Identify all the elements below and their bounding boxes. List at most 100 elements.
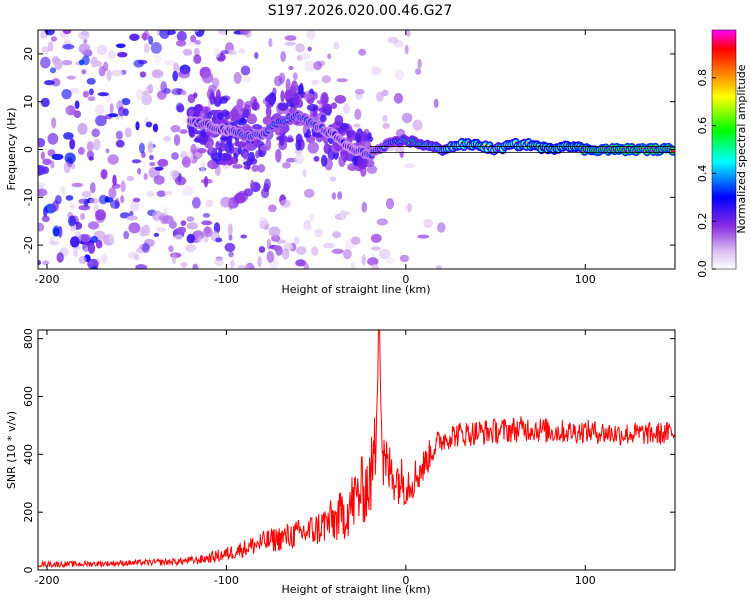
spectrogram-cell-149 xyxy=(186,216,195,222)
spectrogram-cell-312 xyxy=(41,46,50,54)
spectrogram-cell-244 xyxy=(224,197,230,207)
spectrogram-cell-364 xyxy=(78,59,85,66)
spectrogram-cell-284 xyxy=(63,132,74,140)
spectrogram-cell-83 xyxy=(154,54,161,64)
snr-ytick-label: 600 xyxy=(22,386,35,407)
spectrogram-cell-406 xyxy=(268,226,281,237)
spectrogram-cell-482 xyxy=(96,44,108,56)
spectrogram-cell-405 xyxy=(78,31,90,40)
spectrogram-cell-294 xyxy=(174,234,184,241)
spectrogram-cell-467 xyxy=(53,227,60,237)
spectrogram-cell-399 xyxy=(51,153,64,161)
spectrogram-cell-22 xyxy=(282,162,291,169)
spectrogram-cell-234 xyxy=(115,130,123,140)
spectrogram-cell-79 xyxy=(105,94,112,103)
spectrogram-cell-454 xyxy=(197,235,203,243)
spectrogram-ytick-label: -20 xyxy=(22,236,35,254)
spectrogram-cell-280 xyxy=(272,245,281,252)
spectrogram-cell-428 xyxy=(220,50,229,55)
spectrogram-cell-382 xyxy=(117,106,126,117)
spectrogram-cell-606 xyxy=(330,102,338,109)
spectrogram-cell-357 xyxy=(370,233,382,243)
spectrogram-cell-390 xyxy=(86,141,94,152)
spectrogram-cell-225 xyxy=(128,222,141,234)
spectrogram-cell-316 xyxy=(171,152,179,160)
spectrogram-cell-11 xyxy=(333,41,340,50)
spectrogram-cell-340 xyxy=(74,100,80,109)
spectrogram-cell-481 xyxy=(423,218,434,228)
spectrogram-cell-586 xyxy=(285,78,291,93)
spectrogram-cell-388 xyxy=(137,59,148,65)
spectrogram-cell-314 xyxy=(342,103,350,114)
spectrogram-cell-321 xyxy=(407,203,412,213)
spectrogram-cell-270 xyxy=(227,223,233,236)
spectrogram-cell-44 xyxy=(378,248,391,260)
spectrogram-cell-188 xyxy=(303,188,315,198)
spectrogram-cell-231 xyxy=(336,78,349,83)
spectrogram-cell-509 xyxy=(181,156,192,168)
spectrogram-cell-220 xyxy=(176,30,187,42)
spectrogram-cell-29 xyxy=(51,78,61,87)
spectrogram-cell-769 xyxy=(228,132,233,146)
spectrogram-cell-430 xyxy=(193,54,202,64)
spectrogram-cell-51 xyxy=(126,175,134,182)
spectrogram-cell-786 xyxy=(264,95,277,103)
spectrogram-cell-440 xyxy=(263,178,271,191)
spectrogram-cell-178 xyxy=(78,43,91,55)
spectrogram-cell-265 xyxy=(257,256,262,268)
spectrogram-cell-398 xyxy=(278,72,286,84)
spectrogram-cell-476 xyxy=(303,263,310,269)
spectrogram-cell-462 xyxy=(109,103,114,115)
spectrogram-ytick-label: 0 xyxy=(22,146,35,153)
spectrogram-cell-358 xyxy=(143,43,150,54)
spectrogram-cell-30 xyxy=(170,125,181,133)
spectrogram-cell-55 xyxy=(42,260,50,266)
snr-xtick-label: 0 xyxy=(402,574,409,587)
spectrogram-cell-243 xyxy=(44,80,55,86)
spectrogram-cell-324 xyxy=(147,141,154,154)
spectrogram-cell-285 xyxy=(142,32,148,41)
spectrogram-cell-525 xyxy=(154,166,164,171)
spectrogram-cell-435 xyxy=(93,60,103,67)
spectrogram-cell-290 xyxy=(295,259,307,267)
spectrogram-cell-151 xyxy=(367,257,379,266)
spectrogram-cell-417 xyxy=(181,90,187,96)
spectrogram-cell-775 xyxy=(251,164,259,172)
spectrogram-cell-31 xyxy=(376,218,388,226)
spectrogram-cell-333 xyxy=(63,161,71,174)
spectrogram-cell-385 xyxy=(91,128,100,138)
spectrogram-cell-181 xyxy=(215,237,223,243)
spectrogram-cell-643 xyxy=(295,133,303,145)
spectrogram-cell-745 xyxy=(230,156,239,165)
spectrogram-cell-264 xyxy=(193,48,200,57)
spectrogram-cell-690 xyxy=(339,122,350,131)
spectrogram-cell-562 xyxy=(265,106,272,118)
snr-ytick-label: 400 xyxy=(22,444,35,465)
spectrogram-cell-415 xyxy=(302,225,313,231)
spectrogram-cell-742 xyxy=(259,144,269,151)
spectrogram-cell-49 xyxy=(87,96,96,102)
spectrogram-cell-205 xyxy=(406,30,411,37)
spectrogram-cell-781 xyxy=(291,93,300,107)
spectrogram-cell-511 xyxy=(293,236,300,245)
spectrogram-cell-302 xyxy=(190,34,197,43)
spectrogram-cell-463 xyxy=(159,30,170,39)
spectrogram-cell-247 xyxy=(186,222,198,230)
spectrogram-cell-42 xyxy=(129,210,134,217)
spectrogram-cell-81 xyxy=(152,123,159,133)
spectrogram-cell-33 xyxy=(105,148,110,154)
spectrogram-cell-171 xyxy=(180,261,188,269)
spectrogram-cell-457 xyxy=(80,233,92,243)
spectrogram-cell-276 xyxy=(163,60,176,66)
spectrogram-cell-631 xyxy=(258,149,263,158)
spectrogram-cell-520 xyxy=(178,70,191,79)
spectrogram-cell-311 xyxy=(393,92,403,104)
spectrogram-cell-363 xyxy=(60,185,65,196)
snr-xtick-label: -100 xyxy=(214,574,239,587)
spectrogram-cell-671 xyxy=(306,104,319,112)
spectrogram-cell-50 xyxy=(153,232,160,237)
spectrogram-ylabel: Frequency (Hz) xyxy=(5,108,18,191)
spectrogram-cell-739 xyxy=(367,132,372,140)
spectrogram-cell-258 xyxy=(64,152,76,164)
spectrogram-cell-642 xyxy=(277,102,289,111)
